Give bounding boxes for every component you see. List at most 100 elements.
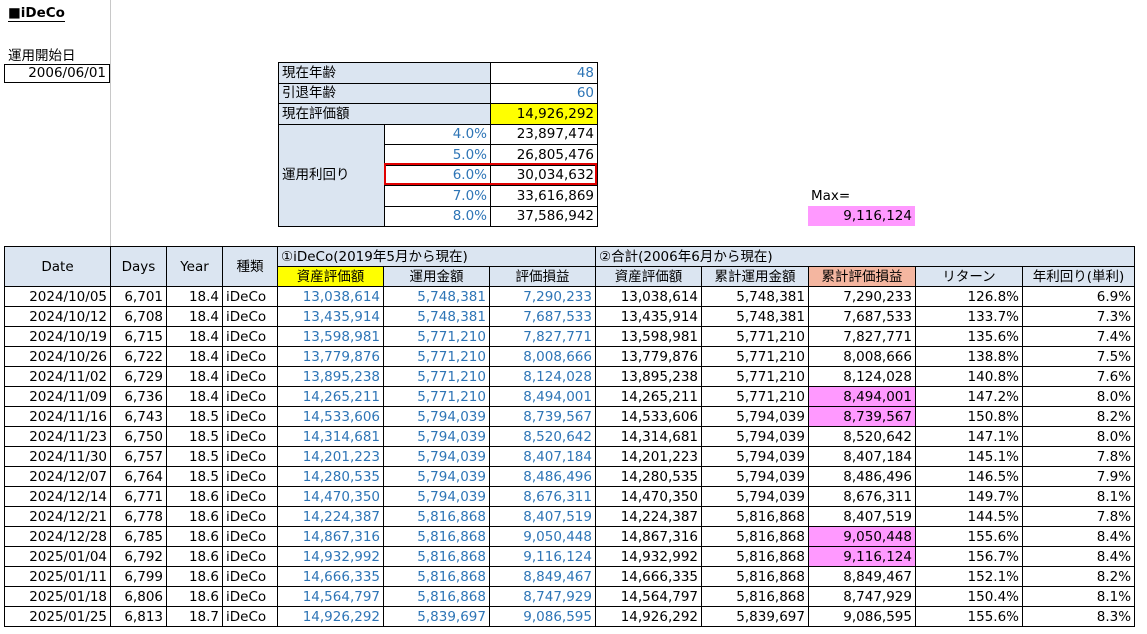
ideco-value-cell[interactable]: 14,265,211 [277,386,384,407]
year-cell[interactable]: 18.4 [166,366,223,387]
total-invest-cell[interactable]: 5,748,381 [701,286,809,307]
total-value-cell[interactable]: 14,201,223 [595,446,702,467]
total-gain-cell[interactable]: 7,687,533 [808,306,916,327]
header-total-gain[interactable]: 累計評価損益 [808,266,916,287]
date-cell[interactable]: 2024/10/12 [4,306,111,327]
date-cell[interactable]: 2024/10/05 [4,286,111,307]
return-cell[interactable]: 146.5% [915,466,1023,487]
total-gain-cell[interactable]: 8,407,184 [808,446,916,467]
year-cell[interactable]: 18.6 [166,506,223,527]
total-invest-cell[interactable]: 5,816,868 [701,586,809,607]
total-value-cell[interactable]: 14,533,606 [595,406,702,427]
total-gain-cell[interactable]: 7,290,233 [808,286,916,307]
days-cell[interactable]: 6,708 [110,306,167,327]
year-cell[interactable]: 18.4 [166,346,223,367]
type-cell[interactable]: iDeCo [222,546,278,567]
total-value-cell[interactable]: 14,280,535 [595,466,702,487]
days-cell[interactable]: 6,764 [110,466,167,487]
ideco-invest-cell[interactable]: 5,839,697 [383,606,490,627]
ideco-invest-cell[interactable]: 5,816,868 [383,526,490,547]
header-ideco-value[interactable]: 資産評価額 [277,266,384,287]
type-cell[interactable]: iDeCo [222,566,278,587]
total-gain-cell[interactable]: 8,124,028 [808,366,916,387]
total-gain-cell[interactable]: 8,008,666 [808,346,916,367]
total-value-cell[interactable]: 14,224,387 [595,506,702,527]
type-cell[interactable]: iDeCo [222,586,278,607]
year-cell[interactable]: 18.6 [166,586,223,607]
rate-cell[interactable]: 4.0% [384,123,491,145]
return-cell[interactable]: 140.8% [915,366,1023,387]
header-ideco-gain[interactable]: 評価損益 [489,266,596,287]
days-cell[interactable]: 6,799 [110,566,167,587]
return-cell[interactable]: 156.7% [915,546,1023,567]
ideco-invest-cell[interactable]: 5,816,868 [383,506,490,527]
total-gain-cell[interactable]: 9,086,595 [808,606,916,627]
date-cell[interactable]: 2025/01/25 [4,606,111,627]
type-cell[interactable]: iDeCo [222,606,278,627]
year-cell[interactable]: 18.5 [166,446,223,467]
ideco-value-cell[interactable]: 13,038,614 [277,286,384,307]
ideco-invest-cell[interactable]: 5,794,039 [383,406,490,427]
date-cell[interactable]: 2024/10/26 [4,346,111,367]
ideco-invest-cell[interactable]: 5,771,210 [383,366,490,387]
current-value-cell[interactable]: 14,926,292 [490,103,598,125]
max-value-cell[interactable]: 9,116,124 [808,206,915,226]
date-cell[interactable]: 2024/11/16 [4,406,111,427]
ideco-gain-cell[interactable]: 7,827,771 [489,326,596,347]
total-value-cell[interactable]: 14,926,292 [595,606,702,627]
total-gain-cell[interactable]: 8,407,519 [808,506,916,527]
type-cell[interactable]: iDeCo [222,366,278,387]
header-days[interactable]: Days [110,246,167,287]
return-cell[interactable]: 144.5% [915,506,1023,527]
ideco-gain-cell[interactable]: 8,747,929 [489,586,596,607]
annual-yield-cell[interactable]: 8.4% [1021,546,1136,567]
total-gain-cell[interactable]: 8,520,642 [808,426,916,447]
days-cell[interactable]: 6,771 [110,486,167,507]
year-cell[interactable]: 18.4 [166,326,223,347]
total-invest-cell[interactable]: 5,794,039 [701,406,809,427]
ideco-gain-cell[interactable]: 8,676,311 [489,486,596,507]
total-value-cell[interactable]: 13,038,614 [595,286,702,307]
return-cell[interactable]: 147.1% [915,426,1023,447]
total-value-cell[interactable]: 13,435,914 [595,306,702,327]
total-value-cell[interactable]: 14,867,316 [595,526,702,547]
return-cell[interactable]: 155.6% [915,526,1023,547]
annual-yield-cell[interactable]: 7.8% [1021,446,1136,467]
date-cell[interactable]: 2024/11/23 [4,426,111,447]
total-value-cell[interactable]: 14,265,211 [595,386,702,407]
header-annual-yield[interactable]: 年利回り(単利) [1021,266,1136,287]
type-cell[interactable]: iDeCo [222,326,278,347]
return-cell[interactable]: 155.6% [915,606,1023,627]
year-cell[interactable]: 18.6 [166,566,223,587]
ideco-value-cell[interactable]: 14,224,387 [277,506,384,527]
type-cell[interactable]: iDeCo [222,526,278,547]
annual-yield-cell[interactable]: 8.1% [1021,586,1136,607]
type-cell[interactable]: iDeCo [222,406,278,427]
annual-yield-cell[interactable]: 7.8% [1021,506,1136,527]
return-cell[interactable]: 133.7% [915,306,1023,327]
total-invest-cell[interactable]: 5,794,039 [701,446,809,467]
days-cell[interactable]: 6,806 [110,586,167,607]
ideco-value-cell[interactable]: 14,280,535 [277,466,384,487]
type-cell[interactable]: iDeCo [222,466,278,487]
rate-value-cell[interactable]: 33,616,869 [490,185,598,207]
current-age-cell[interactable]: 48 [490,62,598,84]
header-date[interactable]: Date [4,246,111,287]
ideco-invest-cell[interactable]: 5,771,210 [383,386,490,407]
header-type[interactable]: 種類 [222,246,278,287]
date-cell[interactable]: 2025/01/18 [4,586,111,607]
annual-yield-cell[interactable]: 8.0% [1021,426,1136,447]
total-gain-cell[interactable]: 8,849,467 [808,566,916,587]
days-cell[interactable]: 6,813 [110,606,167,627]
total-value-cell[interactable]: 13,598,981 [595,326,702,347]
ideco-invest-cell[interactable]: 5,748,381 [383,286,490,307]
total-gain-cell[interactable]: 9,050,448 [808,526,916,547]
ideco-invest-cell[interactable]: 5,794,039 [383,446,490,467]
total-gain-cell[interactable]: 8,739,567 [808,406,916,427]
ideco-gain-cell[interactable]: 7,290,233 [489,286,596,307]
total-gain-cell[interactable]: 8,486,496 [808,466,916,487]
year-cell[interactable]: 18.5 [166,426,223,447]
total-invest-cell[interactable]: 5,816,868 [701,526,809,547]
rate-value-cell[interactable]: 26,805,476 [490,144,598,166]
rate-value-cell[interactable]: 37,586,942 [490,205,598,227]
